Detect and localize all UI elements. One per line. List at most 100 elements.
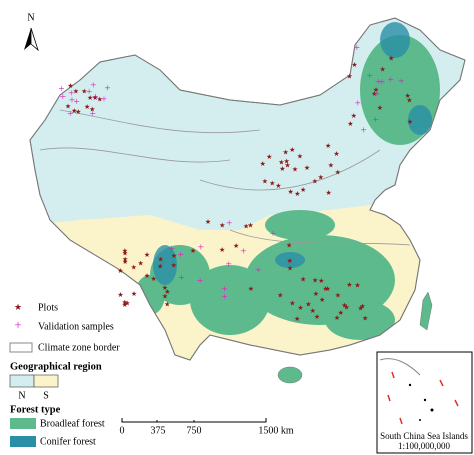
validation-point: + [221, 291, 227, 303]
validation-point: + [104, 83, 110, 95]
legend-label: Conifer forest [40, 436, 96, 447]
plot-point: ★ [297, 304, 303, 312]
plot-point: ★ [286, 242, 292, 250]
plot-point: ★ [334, 314, 340, 322]
plot-point: ★ [279, 165, 285, 173]
north-label: N [27, 12, 34, 23]
svg-text:★: ★ [14, 302, 22, 312]
plot-point: ★ [314, 313, 320, 321]
plot-point: ★ [117, 291, 123, 299]
plot-point: ★ [284, 161, 290, 169]
validation-point: + [198, 242, 204, 254]
points: +★★★+★★★+★★★+★★★+★★★+★★★+★★★+★★★+★★★+★★★… [58, 42, 413, 323]
validation-point: + [355, 98, 361, 110]
plot-point: ★ [248, 285, 254, 293]
plot-point: ★ [313, 290, 319, 298]
plot-point: ★ [284, 157, 290, 165]
plot-point: ★ [97, 96, 103, 104]
validation-point: + [240, 246, 246, 258]
plot-point: ★ [333, 150, 339, 158]
plot-point: ★ [388, 54, 394, 62]
legend: ★ Plots + Validation samples Climate zon… [9, 302, 120, 447]
plot-point: ★ [205, 218, 211, 226]
legend-title: Geographical region [10, 361, 102, 372]
plot-point: ★ [341, 301, 347, 309]
plot-point: ★ [287, 188, 293, 196]
plot-point: ★ [131, 290, 137, 298]
plot-point: ★ [122, 247, 128, 255]
validation-point: + [374, 88, 380, 100]
plot-point: ★ [269, 179, 275, 187]
plot-point: ★ [157, 262, 163, 270]
validation-point: + [69, 94, 75, 106]
scale-label: 1500 km [258, 425, 294, 436]
plot-point: ★ [122, 255, 128, 263]
plot-point: ★ [283, 149, 289, 157]
plot-point: ★ [73, 88, 79, 96]
plot-point: ★ [289, 300, 295, 308]
inset: South China Sea Islands 1:100,000,000 [376, 351, 473, 454]
plot-point: ★ [287, 264, 293, 272]
plot-point: ★ [124, 300, 130, 308]
validation-point: + [101, 93, 107, 105]
plot-point: ★ [278, 159, 284, 167]
plot-point: ★ [379, 66, 385, 74]
validation-point: + [73, 96, 79, 108]
plot-point: ★ [75, 108, 81, 116]
validation-point: + [361, 125, 367, 137]
validation-point: + [90, 79, 96, 91]
validation-point: + [178, 272, 184, 284]
plot-point: ★ [275, 182, 281, 190]
plot-point: ★ [407, 118, 413, 126]
plot-point: ★ [373, 86, 379, 94]
plot-point: ★ [122, 250, 128, 258]
plot-point: ★ [292, 165, 298, 173]
validation-point: + [226, 258, 232, 270]
plot-point: ★ [171, 261, 177, 269]
validation-point: + [398, 76, 404, 88]
plot-point: ★ [312, 177, 318, 185]
plot-point: ★ [219, 246, 225, 254]
validation-point: + [389, 53, 395, 65]
plot-point: ★ [359, 303, 365, 311]
plot-point: ★ [318, 173, 324, 181]
validation-point: + [169, 243, 175, 255]
plot-point: ★ [326, 189, 332, 197]
legend-label: Validation samples [38, 321, 114, 332]
plot-point: ★ [81, 87, 87, 95]
plot-point: ★ [406, 96, 412, 104]
legend-label: S [43, 390, 49, 401]
plot-point: ★ [289, 146, 295, 154]
plot-point: ★ [325, 142, 331, 150]
validation-point: + [373, 114, 379, 126]
validation-point: + [255, 265, 261, 277]
north-arrow: N [24, 12, 39, 52]
plot-point: ★ [304, 164, 310, 172]
legend-label: Plots [38, 302, 58, 313]
legend-label: N [18, 390, 25, 401]
inset-scale: 1:100,000,000 [398, 441, 451, 451]
plot-point: ★ [377, 104, 383, 112]
plot-point: ★ [294, 315, 300, 323]
plot-point: ★ [351, 112, 357, 120]
plot-point: ★ [164, 300, 170, 308]
plot-point: ★ [266, 153, 272, 161]
validation-point: + [90, 108, 96, 120]
plot-point: ★ [131, 263, 137, 271]
plot-point: ★ [300, 276, 306, 284]
plot-point: ★ [260, 160, 266, 168]
plot-point: ★ [92, 94, 98, 102]
scale-label: 0 [120, 425, 125, 436]
plot-point: ★ [323, 285, 329, 293]
plot-point: ★ [247, 222, 253, 230]
plot-point: ★ [144, 272, 150, 280]
validation-point: + [68, 88, 74, 100]
plot-point: ★ [122, 298, 128, 306]
plot-point: ★ [219, 222, 225, 230]
plot-point: ★ [243, 223, 249, 231]
plot-point: ★ [354, 281, 360, 289]
plot-point: ★ [233, 242, 239, 250]
plot-point: ★ [357, 304, 363, 312]
plot-point: ★ [84, 103, 90, 111]
